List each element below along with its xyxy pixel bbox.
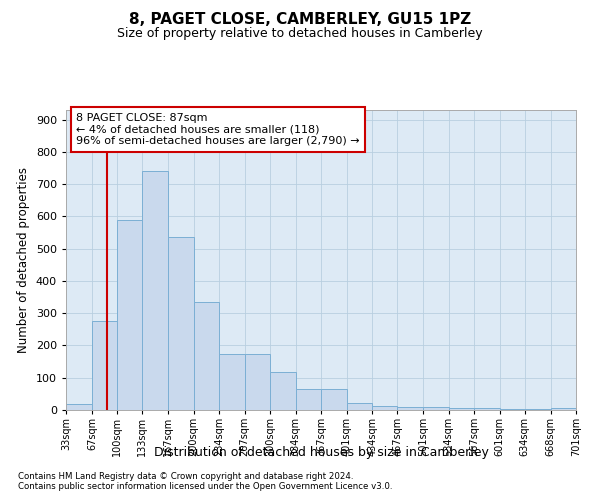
Text: 8, PAGET CLOSE, CAMBERLEY, GU15 1PZ: 8, PAGET CLOSE, CAMBERLEY, GU15 1PZ bbox=[129, 12, 471, 28]
Text: Contains public sector information licensed under the Open Government Licence v3: Contains public sector information licen… bbox=[18, 482, 392, 491]
Bar bbox=[424, 408, 449, 410]
Text: Contains HM Land Registry data © Crown copyright and database right 2024.: Contains HM Land Registry data © Crown c… bbox=[18, 472, 353, 481]
Bar bbox=[220, 354, 245, 410]
Bar bbox=[347, 403, 372, 410]
Bar bbox=[117, 220, 142, 410]
Bar bbox=[372, 406, 397, 410]
Bar bbox=[449, 408, 473, 410]
Bar bbox=[245, 354, 270, 410]
Bar bbox=[66, 404, 92, 410]
Bar bbox=[296, 389, 321, 410]
Bar bbox=[551, 408, 576, 410]
Bar bbox=[270, 372, 296, 410]
Bar bbox=[473, 408, 500, 410]
Text: 8 PAGET CLOSE: 87sqm
← 4% of detached houses are smaller (118)
96% of semi-detac: 8 PAGET CLOSE: 87sqm ← 4% of detached ho… bbox=[76, 113, 360, 146]
Bar bbox=[169, 238, 194, 410]
Text: Size of property relative to detached houses in Camberley: Size of property relative to detached ho… bbox=[117, 28, 483, 40]
Y-axis label: Number of detached properties: Number of detached properties bbox=[17, 167, 30, 353]
Bar bbox=[321, 389, 347, 410]
Bar bbox=[193, 302, 220, 410]
Bar bbox=[142, 172, 169, 410]
Bar bbox=[397, 407, 424, 410]
Bar bbox=[92, 322, 117, 410]
Text: Distribution of detached houses by size in Camberley: Distribution of detached houses by size … bbox=[154, 446, 488, 459]
